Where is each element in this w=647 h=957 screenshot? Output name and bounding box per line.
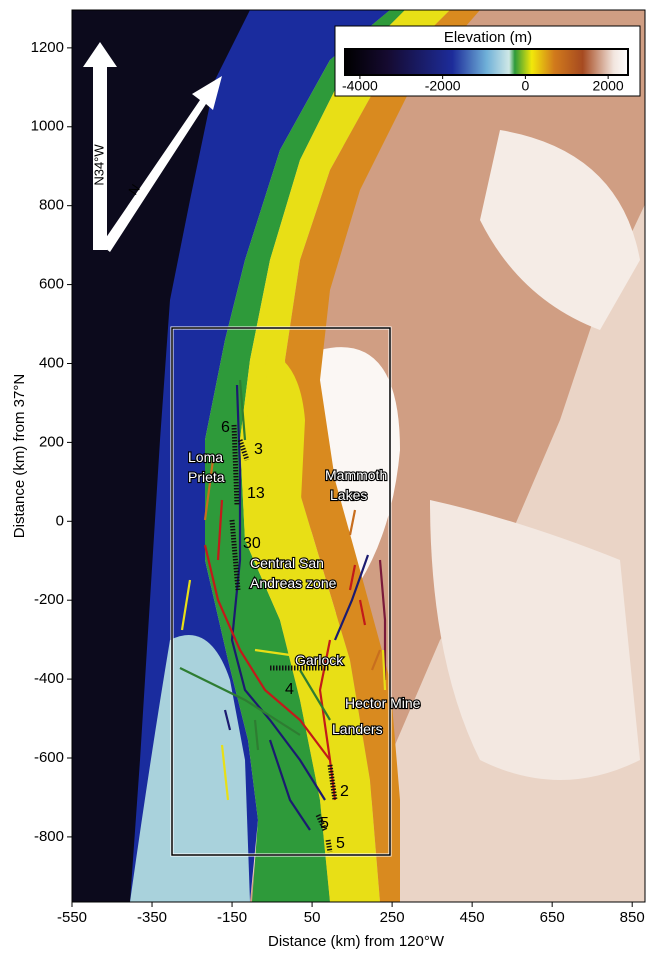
colorbar-tick-label: 2000 [593, 78, 624, 94]
place-label: Central San [250, 555, 324, 571]
map [72, 10, 647, 902]
segment-label: 5 [336, 835, 345, 852]
x-axis-label: Distance (km) from 120°W [268, 933, 445, 950]
y-tick-label: 200 [39, 433, 64, 450]
x-tick-label: -550 [57, 909, 87, 926]
segment-label: 4 [285, 681, 294, 698]
x-tick-label: 650 [540, 909, 565, 926]
place-label: Hector Mine [345, 695, 421, 711]
x-tick-label: 50 [304, 909, 321, 926]
figure: N34°W N Loma Prieta Mammoth Lakes Centra… [0, 0, 647, 952]
y-tick-label: 0 [56, 512, 64, 529]
x-tick-label: -150 [217, 909, 247, 926]
y-tick-label: -400 [34, 670, 64, 687]
arrow-label: N34°W [91, 144, 106, 186]
segment-label: 30 [243, 535, 261, 552]
x-tick-label: 450 [460, 909, 485, 926]
colorbar-title: Elevation (m) [444, 29, 532, 46]
place-label: Lakes [330, 487, 367, 503]
y-tick-label: 1000 [31, 118, 64, 135]
x-tick-label: 850 [620, 909, 645, 926]
segment-label: 3 [254, 441, 263, 458]
y-tick-label: -800 [34, 828, 64, 845]
body: N34°W N Loma Prieta Mammoth Lakes Centra… [0, 0, 647, 957]
place-label: Andreas zone [250, 575, 337, 591]
colorbar-tick-label: -2000 [425, 78, 461, 94]
y-axis-label: Distance (km) from 37°N [11, 374, 28, 538]
segment-label: 6 [221, 419, 230, 436]
colorbar-tick-label: -4000 [342, 78, 378, 94]
y-tick-label: -200 [34, 591, 64, 608]
place-label: Loma [188, 449, 223, 465]
segment-label: 5 [320, 815, 329, 832]
place-label: Landers [332, 721, 383, 737]
x-tick-label: -350 [137, 909, 167, 926]
y-tick-label: 800 [39, 197, 64, 214]
x-tick-label: 250 [380, 909, 405, 926]
y-tick-label: 1200 [31, 39, 64, 56]
place-label: Mammoth [325, 467, 387, 483]
segment-label: 13 [247, 485, 265, 502]
y-tick-label: -600 [34, 749, 64, 766]
colorbar-tick-label: 0 [521, 78, 529, 94]
place-label: Prieta [188, 469, 225, 485]
page: {"chart_data": { "type": "map", "xlabel"… [0, 0, 647, 957]
y-tick-label: 400 [39, 354, 64, 371]
place-label: Garlock [295, 652, 344, 668]
colorbar [345, 49, 628, 75]
segment-label: 2 [340, 783, 349, 800]
y-tick-label: 600 [39, 276, 64, 293]
